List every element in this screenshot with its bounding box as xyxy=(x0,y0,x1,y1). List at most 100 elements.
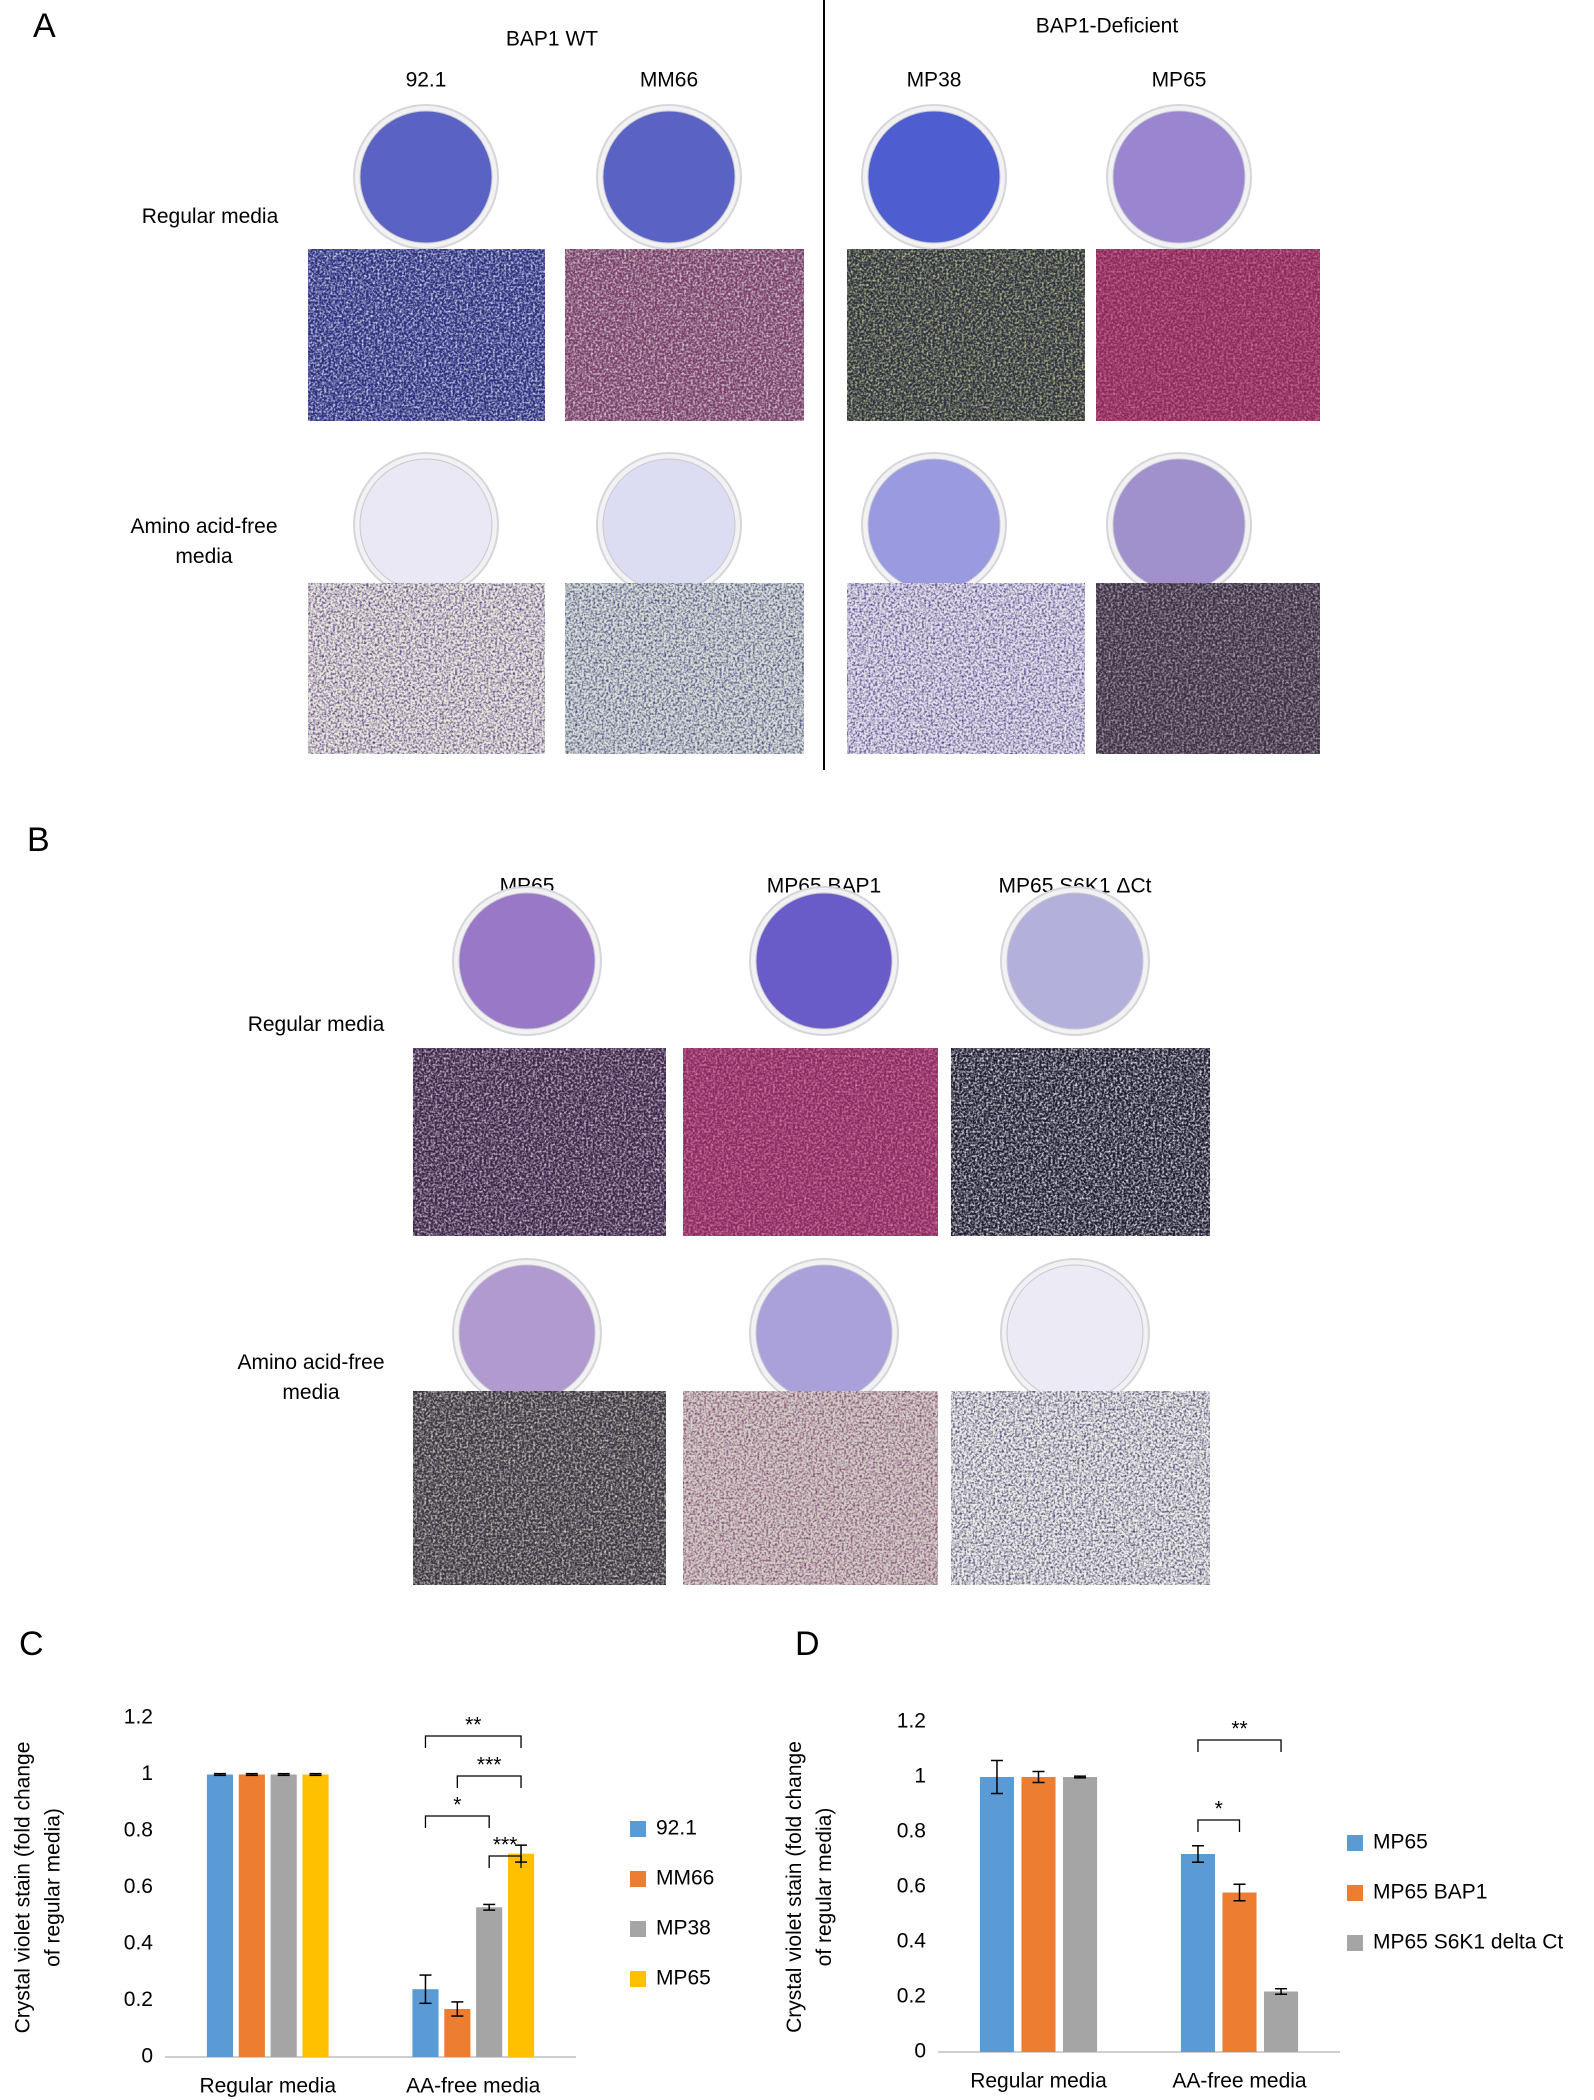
significance-label: *** xyxy=(493,1834,518,1857)
y-tick-label: 0.6 xyxy=(897,1875,926,1898)
legend-swatch xyxy=(630,1971,646,1987)
dish-well xyxy=(867,110,1001,244)
x-tick-label: Regular media xyxy=(199,2075,336,2098)
micrograph-texture xyxy=(308,583,545,754)
dish-well xyxy=(1112,458,1246,592)
y-axis-title-box: Crystal violet stain (fold change of reg… xyxy=(783,1741,836,2033)
legend-swatch xyxy=(630,1921,646,1937)
column-label: MP38 xyxy=(907,69,962,92)
y-tick-label: 0.4 xyxy=(124,1932,154,1955)
y-tick-label: 1 xyxy=(141,1762,153,1785)
error-bar xyxy=(990,1759,1003,1795)
bar xyxy=(302,1774,329,2057)
legend-label: MP65 BAP1 xyxy=(1373,1881,1487,1904)
bar xyxy=(206,1774,234,2057)
y-tick-label: 0 xyxy=(914,2040,926,2063)
micrograph-texture xyxy=(413,1048,666,1236)
panel-label: D xyxy=(795,1625,820,1663)
row-label-box: Regular media xyxy=(247,1013,385,1036)
micrograph-texture xyxy=(847,249,1085,421)
dish-well xyxy=(602,458,736,592)
bar xyxy=(444,2008,471,2057)
y-axis-title: Crystal violet stain (fold change of reg… xyxy=(783,1741,836,2033)
legend-label: MP65 S6K1 delta Ct xyxy=(1373,1931,1563,1954)
significance-label: * xyxy=(1215,1798,1223,1821)
error-bar xyxy=(1032,1770,1045,1784)
significance-bracket xyxy=(456,1775,522,1788)
legend-swatch xyxy=(1347,1835,1363,1851)
significance-label: ** xyxy=(465,1714,481,1737)
micrograph-texture xyxy=(1096,583,1320,754)
row-label: Amino acid-free media xyxy=(130,515,278,568)
x-tick-label: AA-free media xyxy=(1172,2070,1307,2093)
bar xyxy=(476,1907,503,2057)
y-axis-title-box: Crystal violet stain (fold change of reg… xyxy=(11,1741,64,2034)
y-tick-label: 0 xyxy=(141,2045,153,2068)
micrograph-texture xyxy=(847,583,1085,754)
panel-label: B xyxy=(27,821,50,859)
bar xyxy=(507,1853,535,2057)
row-label-box: Amino acid-free media xyxy=(237,1351,384,1404)
significance-bracket xyxy=(1197,1739,1282,1752)
y-tick-label: 1.2 xyxy=(897,1710,926,1733)
legend-label: MP65 xyxy=(1373,1831,1428,1854)
y-tick-label: 1.2 xyxy=(124,1706,153,1729)
bar xyxy=(1180,1854,1215,2052)
micrograph-texture xyxy=(565,249,804,421)
legend-label: MM66 xyxy=(656,1867,714,1890)
legend-swatch xyxy=(630,1821,646,1837)
dish-well xyxy=(867,458,1001,592)
error-bar xyxy=(277,1772,290,1777)
group-label: BAP1-Deficient xyxy=(1036,15,1179,38)
bar xyxy=(1021,1777,1056,2052)
dish-well xyxy=(359,458,493,592)
error-bar xyxy=(1275,1988,1288,1995)
error-bar xyxy=(245,1772,258,1777)
significance-bracket xyxy=(1197,1819,1241,1832)
significance-label: * xyxy=(453,1794,461,1817)
legend-label: 92.1 xyxy=(656,1817,697,1840)
bar xyxy=(238,1774,265,2057)
y-tick-label: 1 xyxy=(914,1765,926,1788)
legend-label: MP65 xyxy=(656,1967,711,1990)
error-bar xyxy=(309,1772,322,1777)
bar xyxy=(1264,1991,1299,2052)
y-axis-title: Crystal violet stain (fold change of reg… xyxy=(11,1741,64,2034)
error-bar xyxy=(1191,1845,1204,1863)
dish-well xyxy=(458,892,596,1030)
significance-bracket xyxy=(424,1815,490,1828)
dish-well xyxy=(458,1264,596,1402)
y-tick-label: 0.6 xyxy=(124,1875,153,1898)
significance-bracket xyxy=(424,1735,522,1748)
legend-swatch xyxy=(1347,1885,1363,1901)
column-label: MP65 xyxy=(1152,69,1207,92)
significance-bracket xyxy=(488,1855,522,1868)
error-bar xyxy=(451,2001,464,2017)
x-tick-label: AA-free media xyxy=(406,2075,541,2098)
bar xyxy=(1222,1892,1257,2052)
error-bar xyxy=(213,1772,226,1777)
micrograph-texture xyxy=(308,249,545,421)
micrograph-texture xyxy=(951,1391,1210,1585)
dish-well xyxy=(359,110,493,244)
y-tick-label: 0.2 xyxy=(897,1985,926,2008)
bar xyxy=(979,1777,1014,2052)
dish-well xyxy=(602,110,736,244)
y-tick-label: 0.8 xyxy=(897,1820,926,1843)
row-label-box: Amino acid-free media xyxy=(130,515,278,568)
y-tick-label: 0.8 xyxy=(124,1819,153,1842)
dish-well xyxy=(755,1264,893,1402)
y-tick-label: 0.2 xyxy=(124,1988,153,2011)
micrograph-texture xyxy=(565,583,804,754)
error-bar xyxy=(1233,1883,1246,1902)
row-label: Regular media xyxy=(247,1013,385,1036)
panel-label: A xyxy=(33,7,56,45)
legend-label: MP38 xyxy=(656,1917,711,1940)
legend-swatch xyxy=(1347,1935,1363,1951)
micrograph-texture xyxy=(413,1391,666,1585)
y-tick-label: 0.4 xyxy=(897,1930,927,1953)
row-label-box: Regular media xyxy=(142,205,279,228)
error-bar xyxy=(483,1903,496,1911)
dish-well xyxy=(1112,110,1246,244)
micrograph-texture xyxy=(683,1048,938,1236)
